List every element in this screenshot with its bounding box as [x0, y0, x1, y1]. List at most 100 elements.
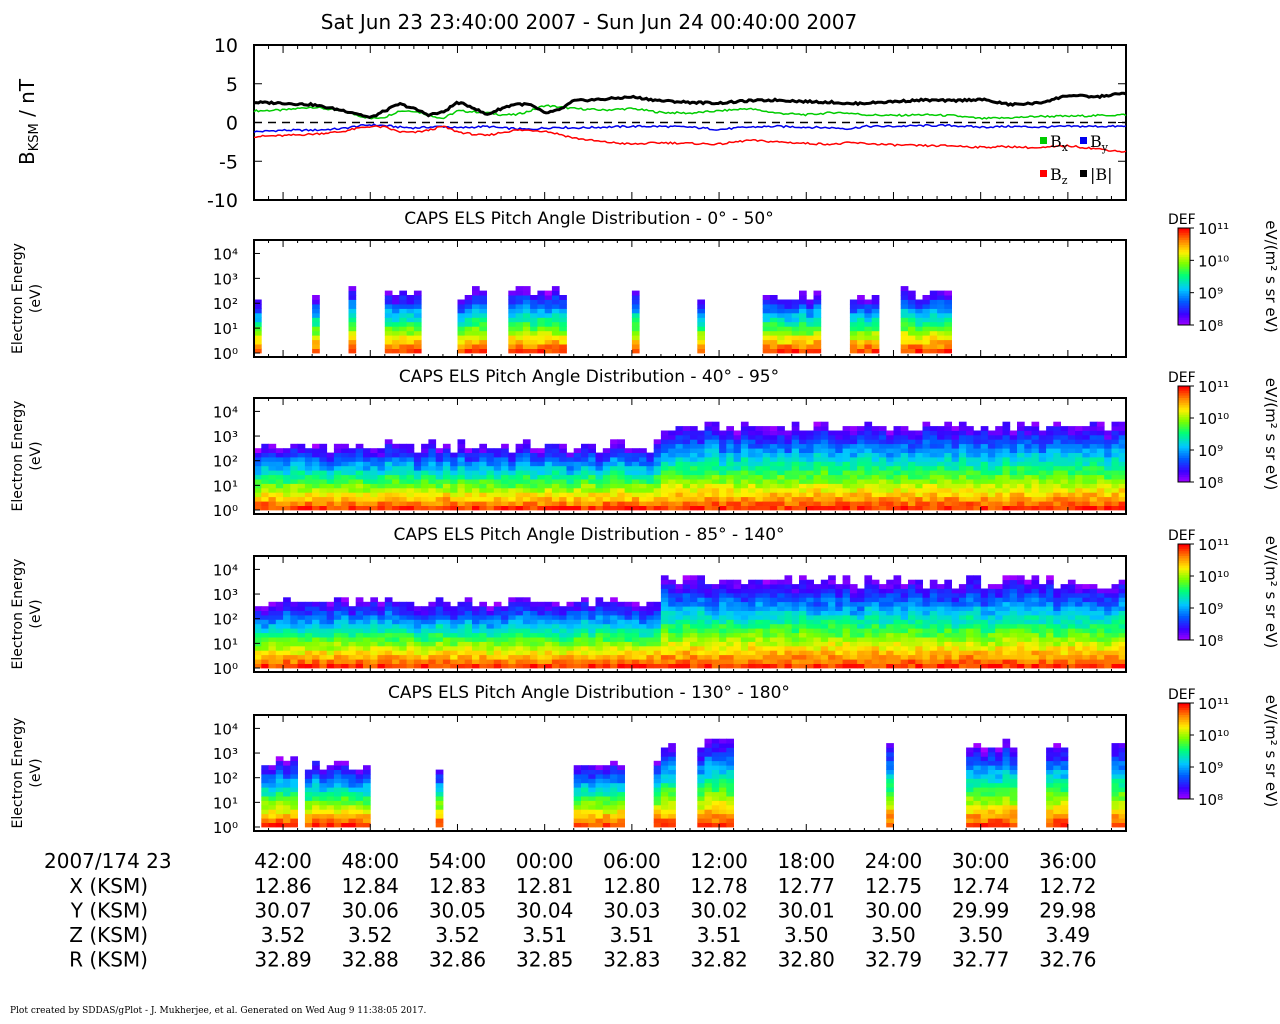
spectrogram-cell	[748, 645, 756, 651]
spectrogram-cell	[878, 645, 887, 651]
spectrogram-cell	[886, 615, 894, 620]
spectrogram-cell	[573, 659, 582, 664]
spectrogram-cell	[1017, 619, 1025, 625]
spectrogram-cell	[675, 615, 684, 620]
spectrogram-cell	[755, 641, 764, 647]
spectrogram-cell	[399, 290, 407, 296]
spectrogram-cell	[668, 483, 676, 489]
spectrogram-cell	[501, 483, 509, 489]
spectrogram-cell	[900, 308, 909, 314]
spectrogram-cell	[1060, 505, 1069, 511]
spectrogram-cell	[726, 501, 734, 506]
spectrogram-cell	[392, 474, 400, 480]
spectrogram-cell	[1067, 439, 1076, 445]
spectrogram-cell	[784, 641, 793, 647]
spectrogram-cell	[297, 623, 306, 629]
spectrogram-cell	[944, 505, 952, 511]
spectrogram-cell	[668, 628, 676, 634]
spectrogram-cell	[290, 623, 298, 629]
spectrogram-cell	[755, 592, 764, 598]
spectrogram-cell	[900, 592, 909, 598]
spectrogram-cell	[355, 637, 364, 642]
spectrogram-cell	[515, 326, 524, 332]
spectrogram-cell	[857, 326, 865, 332]
spectrogram-cell	[595, 487, 604, 493]
spectrogram-cell	[355, 448, 364, 453]
spectrogram-cell	[791, 344, 800, 349]
spectrogram-cell	[639, 654, 647, 660]
spectrogram-cell	[283, 601, 291, 607]
spectrogram-cell	[479, 654, 487, 660]
spectrogram-cell	[275, 452, 284, 458]
spectrogram-cell	[297, 659, 306, 664]
spectrogram-cell	[522, 330, 531, 336]
colorbar-cell	[1178, 242, 1190, 246]
spectrogram-cell	[486, 632, 495, 638]
spectrogram-cell	[704, 615, 713, 620]
spectrogram-cell	[1046, 457, 1054, 462]
spectrogram-cell	[878, 606, 887, 611]
spectrogram-cell	[1067, 430, 1076, 436]
spectrogram-cell	[799, 592, 807, 598]
spectrogram-cell	[566, 470, 575, 476]
spectrogram-cell	[937, 317, 945, 323]
spectrogram-cell	[297, 606, 306, 611]
spectrogram-cell	[341, 505, 349, 511]
spectrogram-cell	[326, 470, 335, 476]
spectrogram-cell	[1038, 632, 1047, 638]
spectrogram-cell	[769, 619, 778, 625]
spectrogram-cell	[501, 645, 509, 651]
spectrogram-cell	[588, 465, 596, 471]
spectrogram-cell	[740, 645, 749, 651]
spectrogram-cell	[937, 650, 945, 656]
spectrogram-cell	[966, 492, 974, 498]
spectrogram-cell	[1009, 505, 1018, 511]
spectrogram-cell	[1096, 443, 1105, 449]
spectrogram-cell	[566, 483, 575, 489]
spectrogram-cell	[348, 637, 357, 642]
spectrogram-cell	[820, 461, 829, 467]
spectrogram-cell	[1017, 470, 1025, 476]
spectrogram-cell	[275, 601, 284, 607]
spectrogram-cell	[857, 457, 865, 462]
spectrogram-cell	[406, 317, 415, 323]
spectrogram-cell	[784, 597, 793, 603]
spectrogram-cell	[973, 663, 982, 669]
spectrogram-cell	[450, 501, 458, 506]
spectrogram-cell	[1031, 496, 1040, 502]
spectrogram-cell	[326, 505, 335, 511]
spectrogram-cell	[973, 501, 982, 506]
spectrogram-cell	[791, 479, 800, 484]
spectrogram-cell	[900, 434, 909, 440]
spectrogram-cell	[973, 579, 982, 585]
spectrogram-cell	[697, 339, 705, 345]
spectrogram-cell	[878, 452, 887, 458]
spectrogram-cell	[551, 321, 560, 327]
spectrogram-cell	[341, 601, 349, 607]
spectrogram-cell	[442, 659, 451, 664]
spectrogram-cell	[929, 645, 938, 651]
spectrogram-cell	[886, 483, 894, 489]
spectrogram-cell	[370, 615, 378, 620]
spectrogram-cell	[268, 659, 277, 664]
spectrogram-cell	[937, 628, 945, 634]
spectrogram-cell	[762, 326, 771, 332]
spectrogram-cell	[929, 483, 938, 489]
spectrogram-cell	[944, 654, 952, 660]
colorbar-cell	[1178, 393, 1190, 397]
spectrogram-cell	[878, 426, 887, 431]
spectrogram-cell	[799, 344, 807, 349]
spectrogram-cell	[283, 654, 291, 660]
spectrogram-cell	[820, 606, 829, 611]
spectrogram-ylabel: Electron Energy	[10, 243, 26, 354]
spectrogram-cell	[442, 492, 451, 498]
spectrogram-cell	[392, 465, 400, 471]
spectrogram-cell	[777, 434, 785, 440]
colorbar-cell	[1178, 278, 1190, 282]
spectrogram-cell	[450, 610, 458, 616]
spectrogram-cell	[653, 496, 662, 502]
spectrogram-cell	[573, 632, 582, 638]
spectrogram-cell	[617, 496, 625, 502]
spectrogram-cell	[544, 308, 553, 314]
spectrogram-cell	[406, 623, 415, 629]
